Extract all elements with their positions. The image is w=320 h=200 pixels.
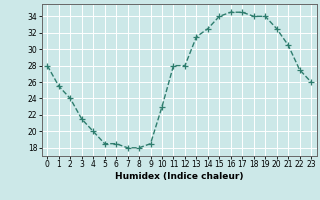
X-axis label: Humidex (Indice chaleur): Humidex (Indice chaleur)	[115, 172, 244, 181]
